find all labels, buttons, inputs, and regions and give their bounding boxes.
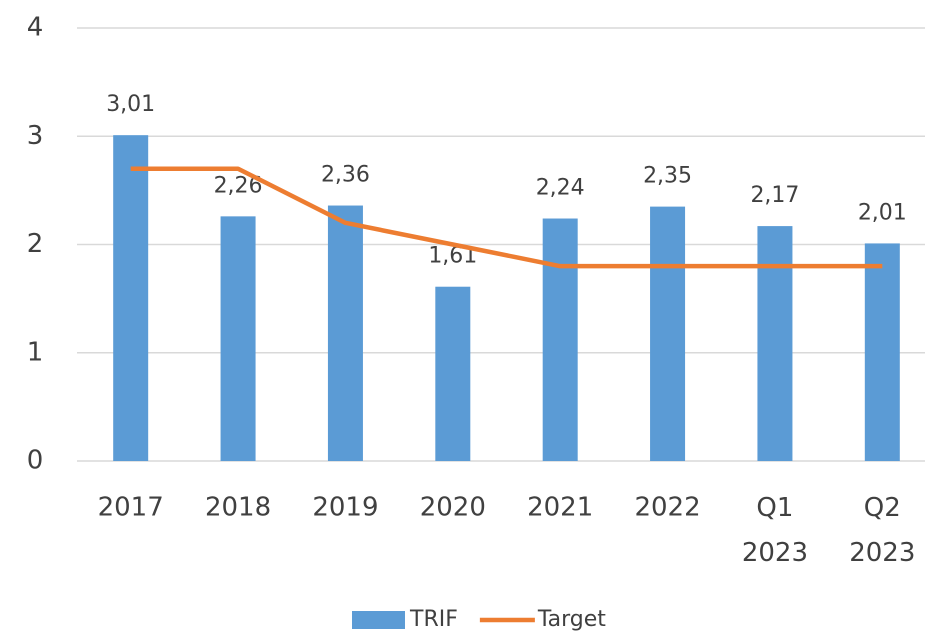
value-label: 2,36 (321, 163, 370, 188)
x-tick-label: Q1 2023 (742, 493, 808, 568)
x-tick-label: Q2 2023 (849, 493, 915, 568)
value-label: 2,01 (858, 200, 907, 225)
x-tick-label: 2017 (98, 493, 164, 523)
x-tick-label: 2018 (205, 493, 271, 523)
bar (542, 218, 578, 461)
x-tick-label: 2021 (527, 493, 593, 523)
value-label: 3,01 (106, 92, 155, 117)
value-label: 2,35 (643, 164, 692, 189)
y-tick-label: 3 (27, 121, 44, 151)
x-tick-label: 2020 (420, 493, 486, 523)
y-tick-label: 1 (27, 337, 44, 367)
legend-label: TRIF (409, 607, 458, 632)
bar (757, 226, 793, 461)
target-line (130, 166, 883, 269)
bar (435, 286, 471, 461)
y-tick-label: 0 (27, 446, 44, 476)
y-tick-label: 4 (27, 13, 44, 43)
y-tick-label: 2 (27, 229, 44, 259)
legend-label: Target (537, 607, 606, 632)
bar (327, 205, 363, 461)
value-label: 2,24 (536, 176, 585, 201)
bar (220, 216, 256, 461)
bar (650, 206, 686, 461)
bar (113, 135, 149, 462)
x-tick-label: 2022 (634, 493, 700, 523)
x-tick-label: 2019 (312, 493, 378, 523)
bar (864, 243, 900, 461)
legend-swatch (352, 611, 405, 629)
value-label: 2,17 (750, 183, 799, 208)
